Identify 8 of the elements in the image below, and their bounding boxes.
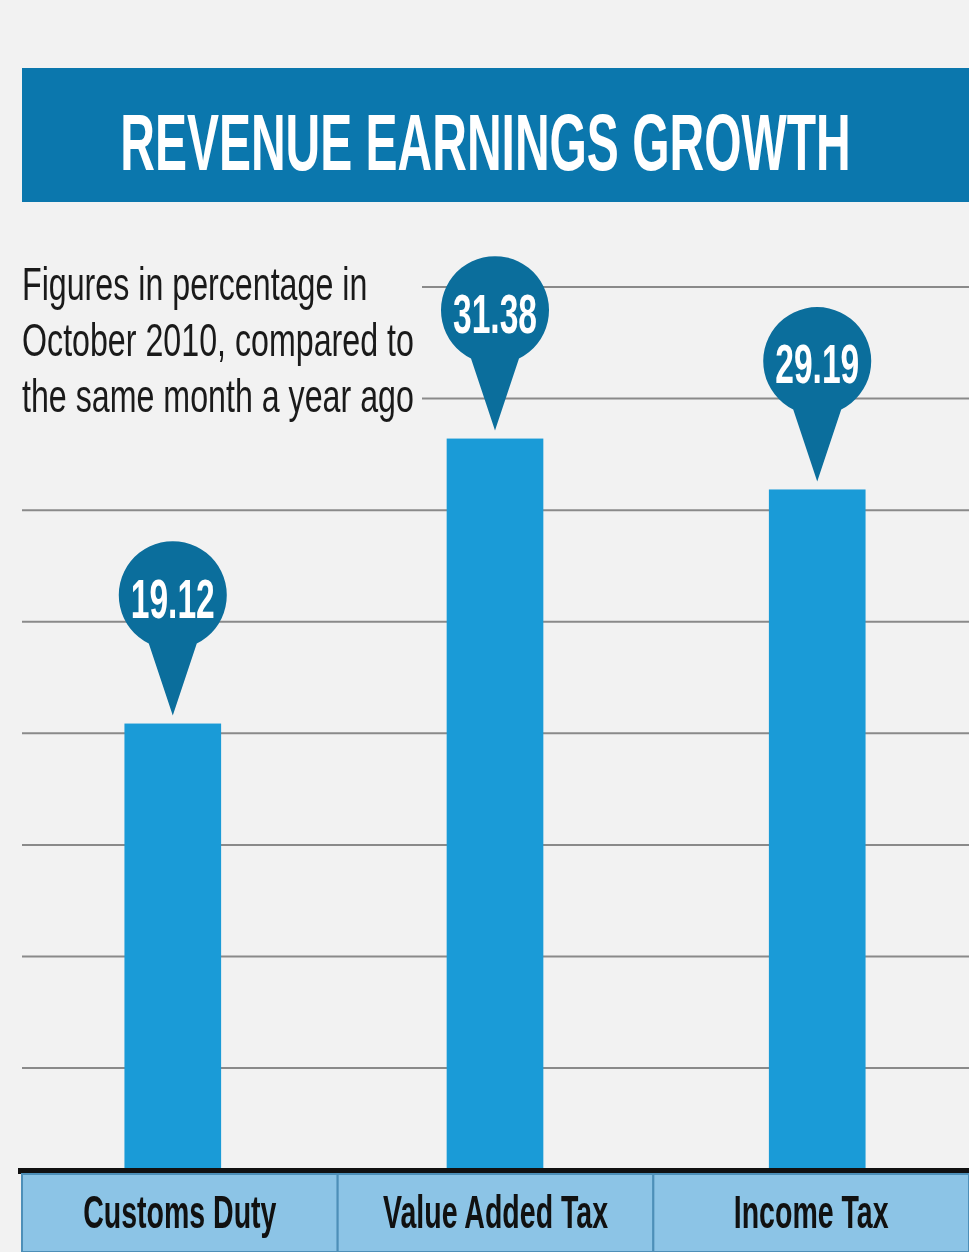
data-label: 19.12 [130, 566, 215, 630]
x-tick-label: Income Tax [733, 1185, 889, 1238]
chart-subtitle: Figures in percentage in October 2010, compared to the same month a year ago [22, 258, 414, 422]
x-tick-label: Value Added Tax [382, 1185, 609, 1238]
chart-title: REVENUE EARNINGS GROWTH [120, 97, 851, 187]
data-label: 29.19 [775, 332, 860, 396]
x-tick-label: Customs Duty [83, 1185, 278, 1238]
data-label: 31.38 [452, 281, 538, 345]
